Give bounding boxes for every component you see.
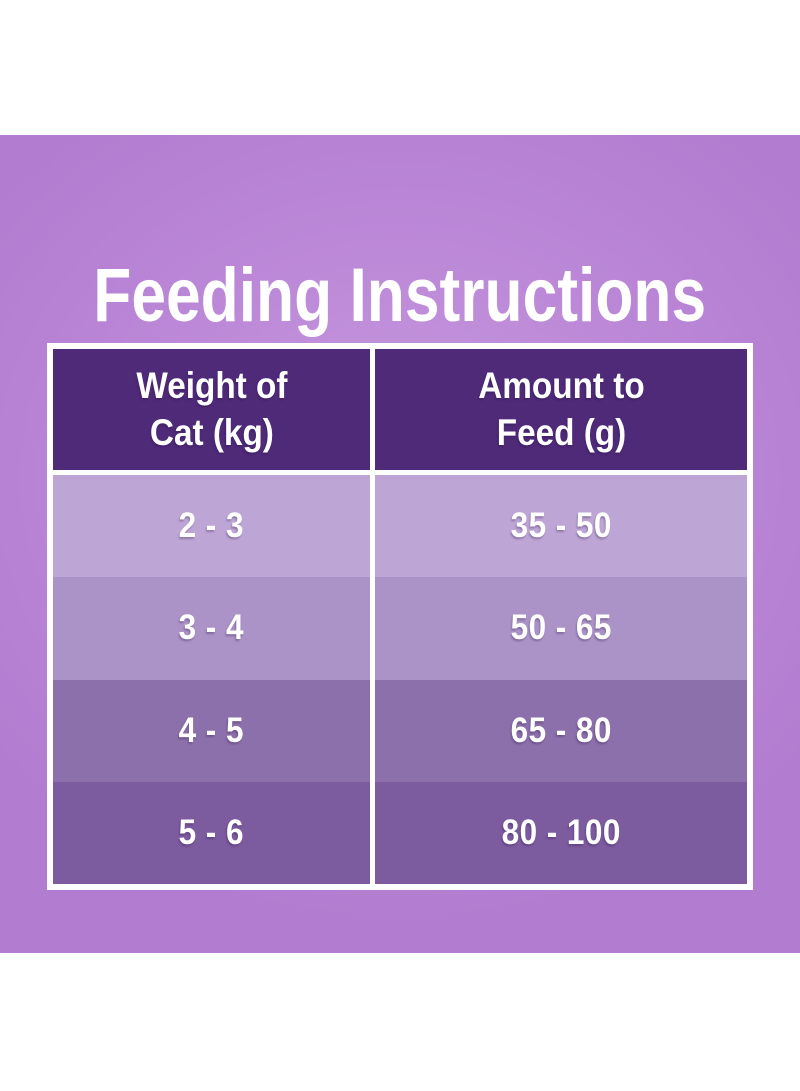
amount-cell: 50 - 65 bbox=[375, 577, 747, 680]
weight-cell: 2 - 3 bbox=[53, 475, 370, 578]
weight-cell: 3 - 4 bbox=[53, 577, 370, 680]
weight-value: 3 - 4 bbox=[178, 608, 245, 648]
header-weight-line2: Cat (kg) bbox=[149, 411, 274, 453]
column-divider bbox=[370, 475, 375, 578]
amount-value: 35 - 50 bbox=[510, 506, 612, 546]
table-header-amount-text: Amount to Feed (g) bbox=[478, 363, 644, 456]
amount-value: 80 - 100 bbox=[501, 812, 621, 852]
table-row: 2 - 3 35 - 50 bbox=[53, 475, 747, 578]
header-amount-line2: Feed (g) bbox=[496, 411, 626, 453]
column-divider bbox=[370, 349, 375, 470]
table-header-row: Weight of Cat (kg) Amount to Feed (g) bbox=[53, 349, 747, 470]
table-header-weight-text: Weight of Cat (kg) bbox=[136, 363, 287, 456]
weight-value: 2 - 3 bbox=[178, 506, 245, 546]
amount-value: 65 - 80 bbox=[510, 710, 612, 750]
table-row: 5 - 6 80 - 100 bbox=[53, 781, 747, 884]
weight-value: 5 - 6 bbox=[178, 812, 245, 852]
amount-cell: 35 - 50 bbox=[375, 475, 747, 578]
table-row: 4 - 5 65 - 80 bbox=[53, 679, 747, 782]
column-divider bbox=[370, 577, 375, 680]
amount-cell: 65 - 80 bbox=[375, 679, 747, 782]
table-header-amount: Amount to Feed (g) bbox=[375, 349, 747, 470]
column-divider bbox=[370, 781, 375, 884]
table-header-weight: Weight of Cat (kg) bbox=[53, 349, 370, 470]
table-row: 3 - 4 50 - 65 bbox=[53, 577, 747, 680]
header-weight-line1: Weight of bbox=[135, 365, 288, 407]
weight-cell: 5 - 6 bbox=[53, 781, 370, 884]
amount-value: 50 - 65 bbox=[510, 608, 612, 648]
weight-value: 4 - 5 bbox=[178, 710, 245, 750]
header-separator bbox=[53, 470, 747, 475]
amount-cell: 80 - 100 bbox=[375, 781, 747, 884]
feeding-table: Weight of Cat (kg) Amount to Feed (g) 2 … bbox=[47, 343, 753, 890]
page-title-text: Feeding Instructions bbox=[93, 252, 707, 338]
page-title: Feeding Instructions bbox=[0, 256, 800, 336]
column-divider bbox=[370, 679, 375, 782]
weight-cell: 4 - 5 bbox=[53, 679, 370, 782]
header-amount-line1: Amount to bbox=[477, 365, 645, 407]
